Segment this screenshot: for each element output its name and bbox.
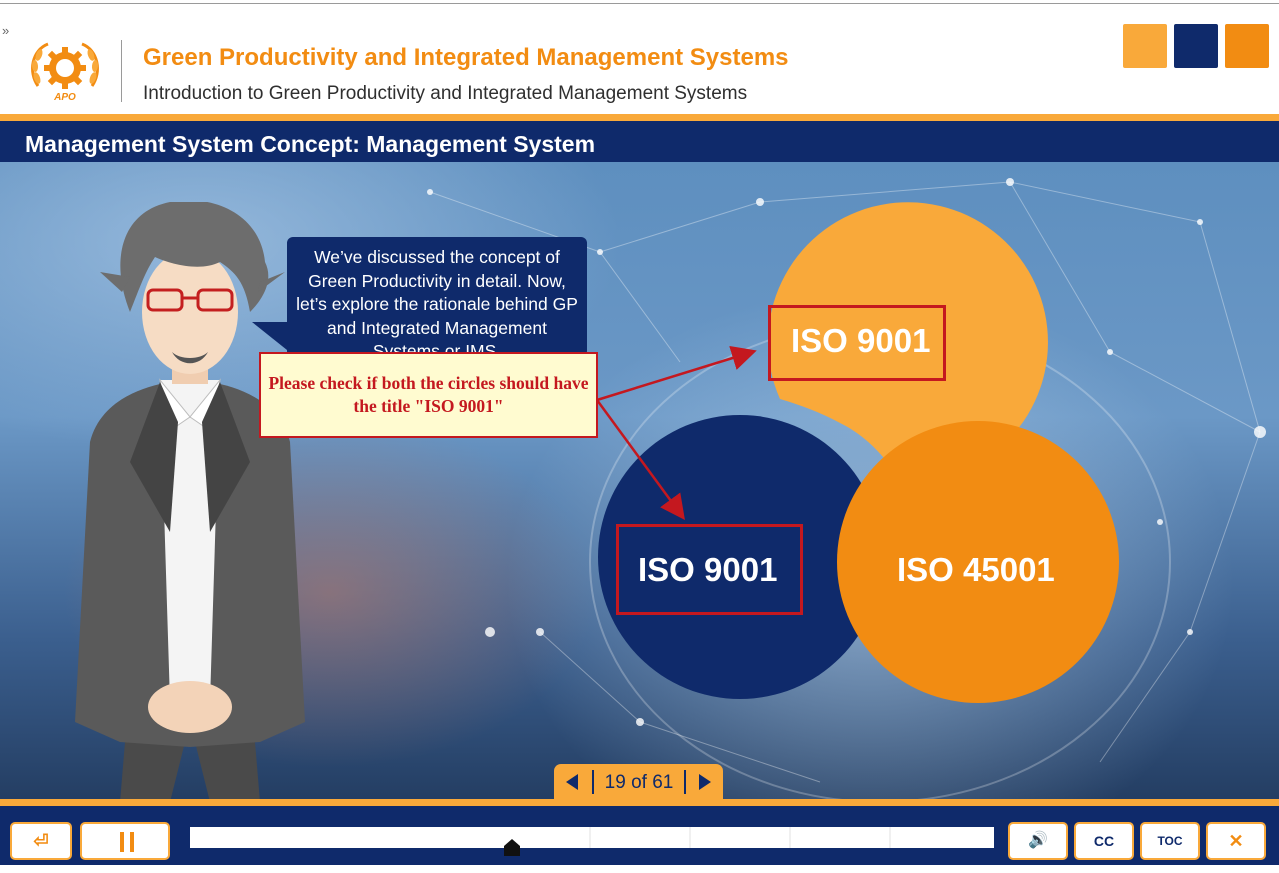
review-arrow-top [596, 345, 757, 402]
close-button[interactable]: ✕ [1206, 822, 1266, 860]
counter-separator [592, 770, 594, 794]
slide-stage: We’ve discussed the concept of Green Pro… [0, 162, 1279, 799]
toc-label: TOC [1157, 834, 1183, 848]
exit-icon: ⏎ [33, 831, 49, 851]
cc-label: CC [1093, 833, 1115, 849]
volume-icon: 🔊 [1028, 832, 1048, 849]
slide-counter: 19 of 61 [554, 764, 723, 799]
pause-button[interactable] [80, 822, 170, 860]
character-hands [148, 681, 232, 733]
slide-title: Management System Concept: Management Sy… [25, 131, 596, 157]
closed-captions-button[interactable]: CC [1074, 822, 1134, 860]
next-slide-button[interactable] [699, 774, 711, 790]
theme-swatch-orange [1225, 24, 1269, 68]
theme-swatch-light-orange [1123, 24, 1167, 68]
speech-bubble: We’ve discussed the concept of Green Pro… [287, 237, 587, 357]
presenter-character [75, 202, 305, 799]
iso-circle-top [767, 202, 1048, 483]
progress-track[interactable] [190, 827, 994, 848]
character-hair [120, 202, 269, 312]
review-highlight-top [768, 305, 946, 381]
iso-circle-left-label: ISO 9001 [638, 551, 778, 588]
volume-button[interactable]: 🔊 [1008, 822, 1068, 860]
course-subtitle: Introduction to Green Productivity and I… [143, 83, 748, 104]
iso-circle-left [598, 415, 882, 699]
logo-text: APO [53, 92, 76, 102]
iso-circle-top-label: ISO 9001 [791, 322, 931, 359]
pause-icon [120, 832, 134, 852]
apo-logo: APO [28, 38, 102, 103]
slide-title-bar: Management System Concept: Management Sy… [0, 114, 1279, 162]
character-face [142, 250, 238, 374]
theme-swatch-navy [1174, 24, 1218, 68]
progress-ticks [589, 827, 891, 848]
player-controls: ⏎ 🔊 CC TOC ✕ [0, 799, 1279, 865]
slide-counter-text: 19 of 61 [604, 772, 674, 793]
review-highlight-left [616, 524, 803, 615]
course-title: Green Productivity and Integrated Manage… [143, 44, 789, 71]
review-arrow-left [595, 399, 685, 521]
iso-circles-graphic [598, 202, 1119, 703]
bottom-strip [0, 865, 1279, 873]
progress-handle[interactable] [503, 839, 520, 856]
iso-circle-right-label: ISO 45001 [897, 551, 1055, 588]
counter-separator [684, 770, 686, 794]
speech-bubble-tail [252, 322, 292, 354]
review-comment-note: Please check if both the circles should … [259, 352, 598, 438]
iso-circle-right [837, 421, 1119, 703]
exit-button[interactable]: ⏎ [10, 822, 72, 860]
apo-logo-mark: APO [31, 42, 99, 103]
expand-sidebar-icon[interactable]: » [2, 23, 10, 38]
top-rule [0, 3, 1279, 4]
close-icon: ✕ [1228, 831, 1244, 851]
header-divider [121, 40, 122, 102]
previous-slide-button[interactable] [566, 774, 578, 790]
table-of-contents-button[interactable]: TOC [1140, 822, 1200, 860]
character-glasses [146, 288, 234, 312]
review-arrows [595, 345, 757, 521]
